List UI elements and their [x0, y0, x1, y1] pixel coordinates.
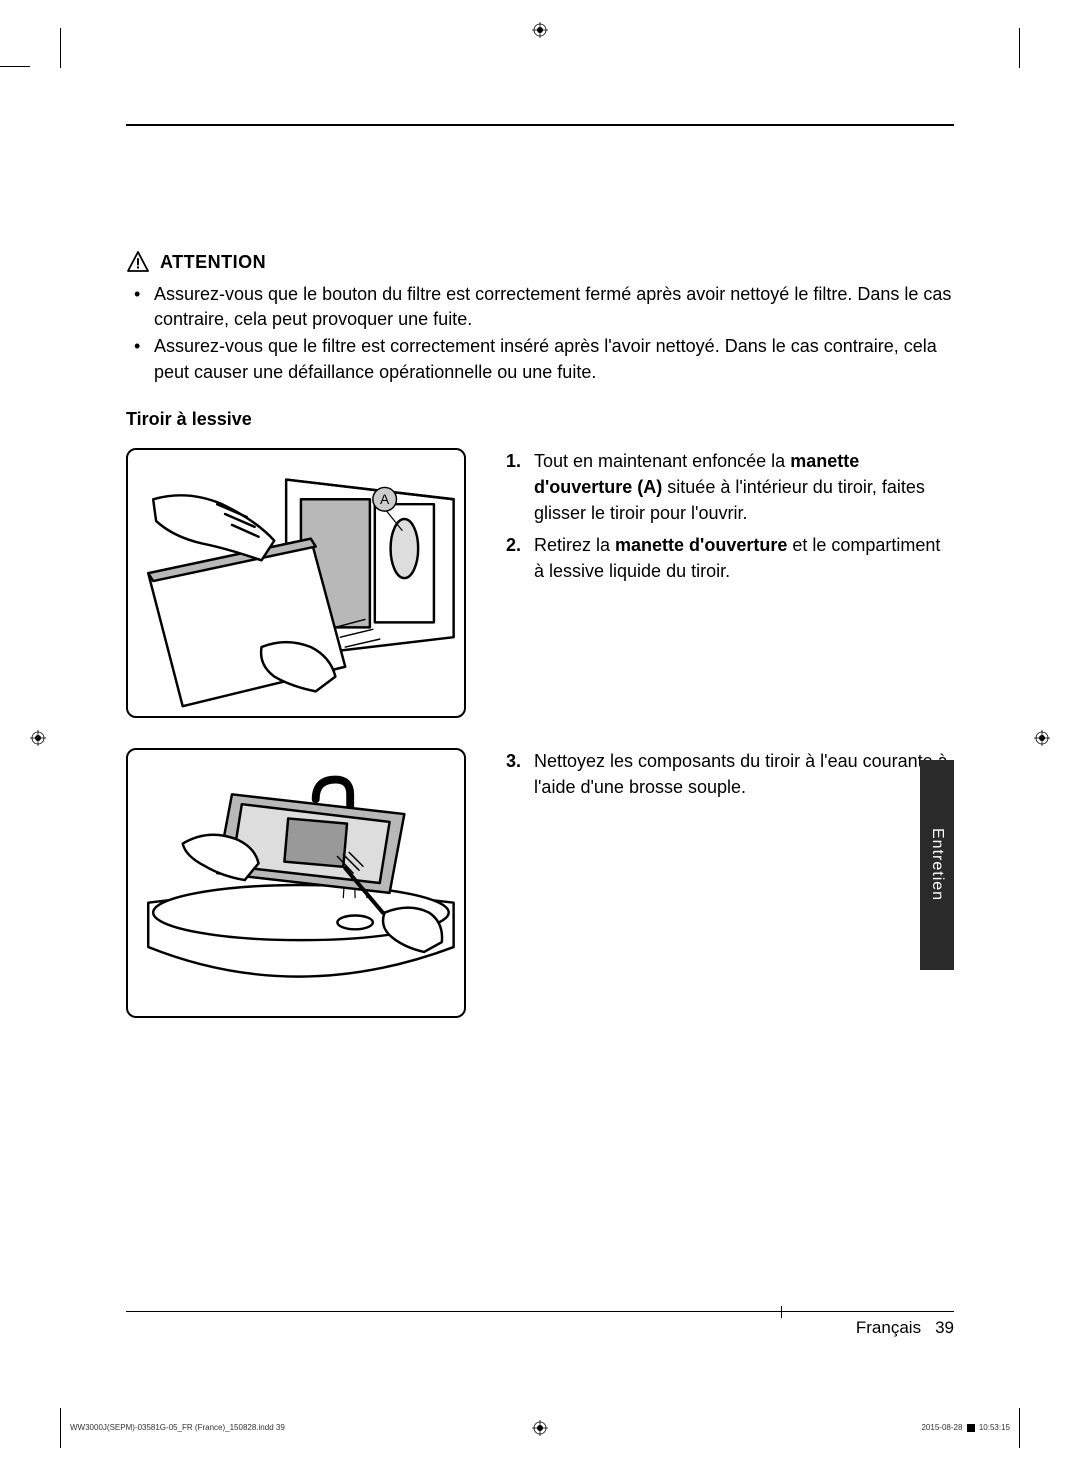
attention-item: Assurez-vous que le bouton du filtre est…: [126, 282, 954, 332]
attention-list: Assurez-vous que le bouton du filtre est…: [126, 282, 954, 385]
attention-header: ATTENTION: [126, 250, 954, 274]
crop-mark: [60, 1408, 61, 1448]
step-row-2: 3. Nettoyez les composants du tiroir à l…: [126, 748, 954, 1018]
crop-mark: [60, 28, 61, 68]
top-divider: [126, 124, 954, 126]
imprint-right: 2015-08-28 10:53:15: [921, 1423, 1010, 1432]
crop-mark: [0, 66, 30, 67]
registration-mark-icon: [532, 22, 548, 38]
section-heading: Tiroir à lessive: [126, 409, 954, 430]
warning-icon: [126, 250, 150, 274]
imprint-left: WW3000J(SEPM)-03581G-05_FR (France)_1508…: [70, 1423, 285, 1432]
page-footer: Français 39: [844, 1318, 954, 1338]
crop-mark: [1019, 1408, 1020, 1448]
figure-label-a: A: [380, 492, 390, 507]
page-content: ATTENTION Assurez-vous que le bouton du …: [126, 250, 954, 1048]
step-text: Nettoyez les composants du tiroir à l'ea…: [534, 751, 948, 797]
footer-page-number: 39: [935, 1318, 954, 1338]
registration-mark-icon: [30, 730, 46, 746]
footer-tick: [781, 1306, 783, 1318]
attention-item: Assurez-vous que le filtre est correctem…: [126, 334, 954, 384]
bottom-divider: [126, 1311, 954, 1313]
step-text: Retirez la manette d'ouverture et le com…: [534, 535, 940, 581]
footer-language: Français: [856, 1318, 921, 1338]
steps-group-2: 3. Nettoyez les composants du tiroir à l…: [506, 748, 954, 806]
figure-2: [126, 748, 466, 1018]
step-item: 3. Nettoyez les composants du tiroir à l…: [506, 748, 954, 800]
attention-label: ATTENTION: [160, 252, 266, 273]
crop-mark: [1019, 28, 1020, 68]
registration-mark-icon: [532, 1420, 548, 1436]
step-row-1: A 1. Tout en maintenant enfoncée la mane…: [126, 448, 954, 718]
steps-group-1: 1. Tout en maintenant enfoncée la manett…: [506, 448, 954, 590]
side-tab-label: Entretien: [928, 828, 946, 901]
step-number: 1.: [506, 448, 521, 474]
step-number: 3.: [506, 748, 521, 774]
side-tab: Entretien: [920, 760, 954, 970]
figure-1: A: [126, 448, 466, 718]
step-text: Tout en maintenant enfoncée la manette d…: [534, 451, 925, 523]
step-item: 2. Retirez la manette d'ouverture et le …: [506, 532, 954, 584]
registration-mark-icon: [1034, 730, 1050, 746]
step-number: 2.: [506, 532, 521, 558]
step-item: 1. Tout en maintenant enfoncée la manett…: [506, 448, 954, 526]
